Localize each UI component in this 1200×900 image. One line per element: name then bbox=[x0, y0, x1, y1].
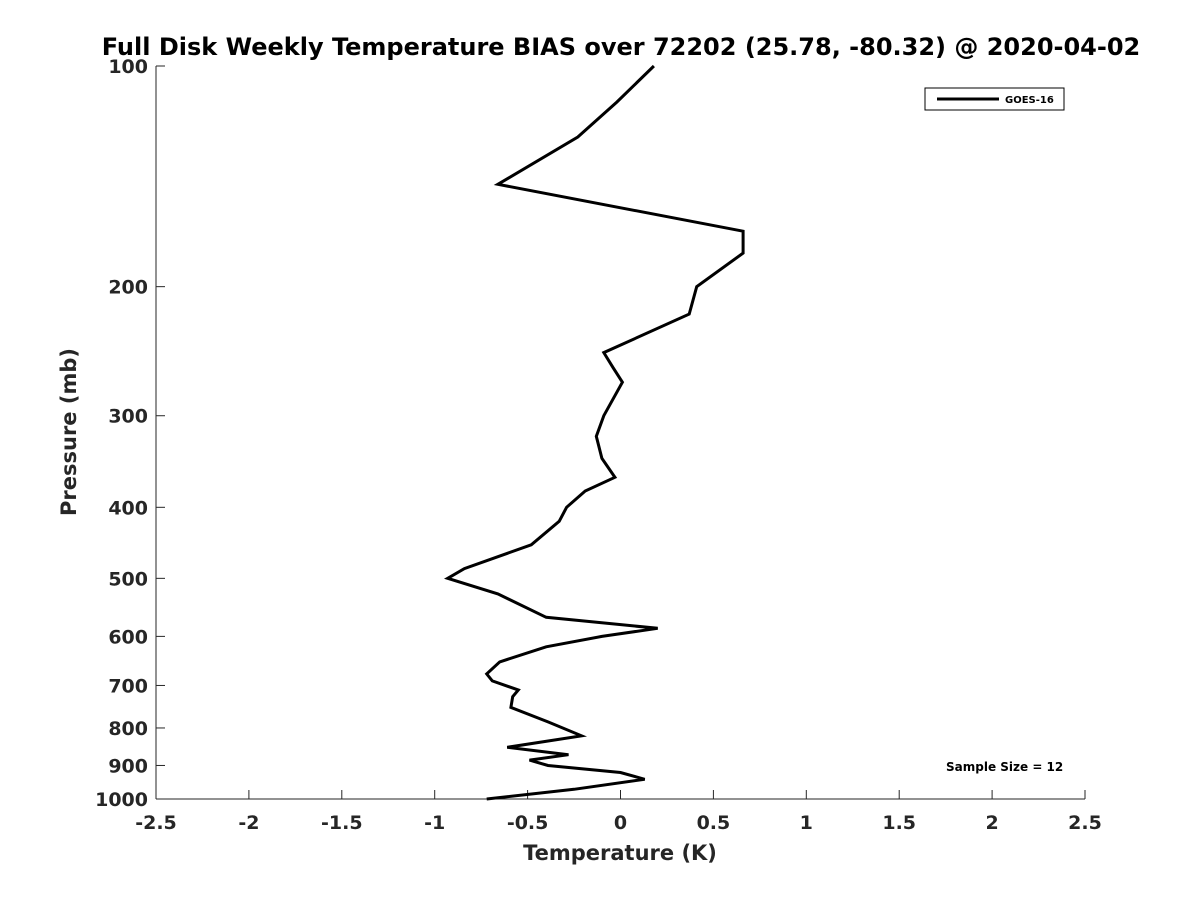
x-tick-label: -1 bbox=[424, 812, 445, 834]
y-axis-ticks: 100 200 300 400 500 600 700 800 900 1000 bbox=[95, 56, 165, 811]
x-tick-label: 2 bbox=[985, 812, 998, 834]
x-tick-label: 2.5 bbox=[1068, 812, 1102, 834]
x-tick-label: -2 bbox=[238, 812, 259, 834]
y-tick-label: 400 bbox=[108, 497, 148, 519]
y-axis-label: Pressure (mb) bbox=[57, 348, 81, 516]
x-axis-label: Temperature (K) bbox=[523, 841, 717, 865]
legend: GOES-16 bbox=[924, 87, 1065, 111]
y-tick-label: 200 bbox=[108, 277, 148, 299]
y-tick-label: 500 bbox=[108, 568, 148, 590]
x-tick-label: -0.5 bbox=[507, 812, 549, 834]
plot-area bbox=[156, 66, 1085, 799]
chart-title: Full Disk Weekly Temperature BIAS over 7… bbox=[102, 33, 1141, 61]
x-tick-label: 1 bbox=[800, 812, 813, 834]
series-line-goes16 bbox=[443, 64, 745, 801]
x-tick-label: 1.5 bbox=[882, 812, 916, 834]
legend-entry-goes16: GOES-16 bbox=[1005, 95, 1054, 106]
y-tick-label: 900 bbox=[108, 755, 148, 777]
x-tick-label: -1.5 bbox=[321, 812, 363, 834]
x-tick-label: 0.5 bbox=[697, 812, 731, 834]
y-tick-label: 300 bbox=[108, 406, 148, 428]
y-tick-label: 100 bbox=[108, 56, 148, 78]
x-axis-ticks: -2.5 -2 -1.5 -1 -0.5 0 0.5 1 1.5 2 2.5 bbox=[135, 790, 1102, 834]
x-tick-label: -2.5 bbox=[135, 812, 177, 834]
sample-size-annotation: Sample Size = 12 bbox=[946, 760, 1063, 774]
y-tick-label: 700 bbox=[108, 675, 148, 697]
y-tick-label: 800 bbox=[108, 718, 148, 740]
x-tick-label: 0 bbox=[614, 812, 627, 834]
y-tick-label: 1000 bbox=[95, 789, 148, 811]
y-tick-label: 600 bbox=[108, 626, 148, 648]
